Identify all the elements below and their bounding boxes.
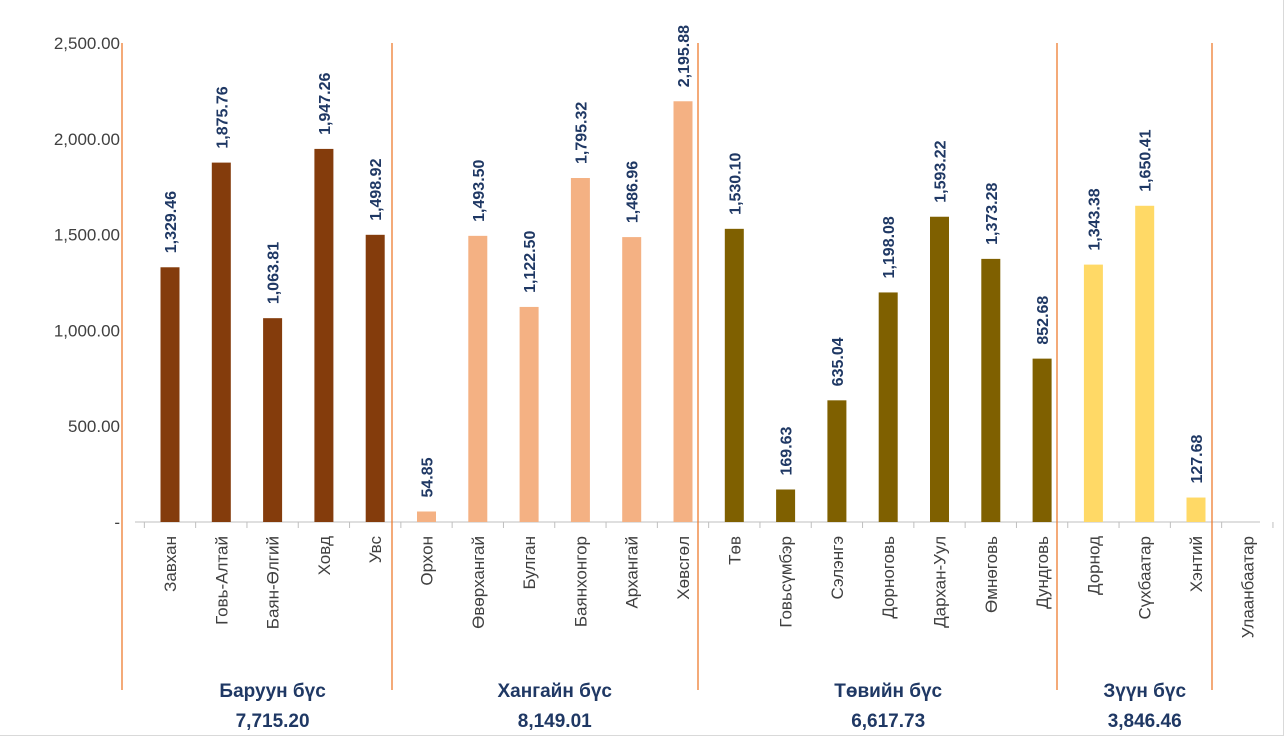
y-tick-label: 2,500.00 bbox=[54, 34, 120, 53]
value-label: 1,198.08 bbox=[881, 216, 898, 278]
region-name: Хангайн бүс bbox=[497, 681, 612, 702]
category-label: Хөвсгөл bbox=[674, 536, 693, 600]
category-label: Говьсүмбэр bbox=[777, 536, 796, 628]
category-label: Увс bbox=[366, 536, 385, 564]
value-label: 54.85 bbox=[420, 457, 437, 497]
category-label: Дундговь bbox=[1033, 536, 1052, 609]
category-label: Төв bbox=[725, 536, 744, 565]
bar bbox=[570, 178, 590, 522]
value-label: 1,875.76 bbox=[214, 86, 231, 148]
value-label: 1,650.41 bbox=[1138, 129, 1155, 191]
region-total: 8,149.01 bbox=[518, 711, 592, 732]
category-label: Булган bbox=[520, 536, 539, 590]
category-label: Сүхбаатар bbox=[1136, 536, 1155, 619]
category-label: Баянхонгор bbox=[571, 536, 590, 627]
region-name: Баруун бүс bbox=[219, 681, 326, 702]
category-label: Дархан-Уул bbox=[931, 536, 950, 628]
value-label: 1,947.26 bbox=[317, 73, 334, 135]
region-name: Зүүн бүс bbox=[1103, 681, 1186, 702]
category-label: Дорноговь bbox=[879, 536, 898, 619]
value-label: 1,498.92 bbox=[368, 158, 385, 220]
bar bbox=[724, 228, 744, 523]
bar bbox=[930, 216, 949, 522]
bar bbox=[878, 292, 898, 522]
bar bbox=[211, 162, 231, 523]
value-label: 1,329.46 bbox=[163, 191, 180, 253]
category-label: Ховд bbox=[315, 536, 334, 575]
bar bbox=[1083, 264, 1103, 522]
bar bbox=[468, 235, 488, 522]
category-label: Завхан bbox=[161, 536, 180, 592]
bar bbox=[673, 101, 693, 522]
y-tick-label: - bbox=[114, 513, 120, 532]
bar bbox=[827, 400, 847, 522]
y-tick-label: 1,000.00 bbox=[54, 321, 120, 340]
bar bbox=[622, 237, 642, 523]
category-label: Өмнөговь bbox=[982, 536, 1001, 613]
category-label: Хэнтий bbox=[1187, 536, 1206, 592]
region-name: Төвийн бүс bbox=[834, 681, 942, 702]
value-label: 1,593.22 bbox=[933, 140, 950, 202]
bar bbox=[1032, 358, 1052, 522]
bar bbox=[981, 258, 1001, 522]
bar bbox=[417, 511, 436, 522]
value-label: 127.68 bbox=[1189, 434, 1206, 483]
value-label: 852.68 bbox=[1035, 296, 1052, 345]
value-label: 1,486.96 bbox=[625, 161, 642, 223]
y-tick-label: 2,000.00 bbox=[54, 130, 120, 149]
category-label: Баян-Өлгий bbox=[264, 536, 283, 629]
bar bbox=[1135, 205, 1155, 523]
region-total: 3,846.46 bbox=[1108, 711, 1182, 732]
value-label: 1,373.28 bbox=[984, 182, 1001, 244]
value-label: 635.04 bbox=[830, 337, 847, 386]
category-label: Сэлэнгэ bbox=[828, 536, 847, 599]
category-label: Өвөрхангай bbox=[469, 536, 488, 629]
value-label: 1,063.81 bbox=[266, 242, 283, 304]
value-label: 2,195.88 bbox=[676, 25, 693, 87]
value-label: 169.63 bbox=[779, 426, 796, 475]
value-label: 1,795.32 bbox=[573, 102, 590, 164]
bar bbox=[160, 267, 180, 522]
category-label: Говь-Алтай bbox=[212, 536, 231, 625]
bar bbox=[314, 148, 334, 523]
region-total: 7,715.20 bbox=[236, 711, 310, 732]
category-label: Архангай bbox=[623, 536, 642, 609]
category-label: Дорнод bbox=[1084, 536, 1103, 595]
y-tick-label: 500.00 bbox=[68, 417, 120, 436]
bar bbox=[519, 306, 539, 522]
value-label: 1,530.10 bbox=[727, 152, 744, 214]
bar bbox=[776, 489, 796, 522]
bar bbox=[263, 318, 283, 522]
value-label: 1,493.50 bbox=[471, 159, 488, 221]
bar bbox=[1186, 497, 1206, 522]
bar bbox=[365, 234, 385, 522]
value-label: 1,343.38 bbox=[1086, 188, 1103, 250]
region-total: 6,617.73 bbox=[851, 711, 925, 732]
category-label: Орхон bbox=[418, 536, 437, 586]
y-tick-label: 1,500.00 bbox=[54, 226, 120, 245]
category-label: Улаанбаатар bbox=[1238, 536, 1257, 638]
value-label: 1,122.50 bbox=[522, 231, 539, 293]
